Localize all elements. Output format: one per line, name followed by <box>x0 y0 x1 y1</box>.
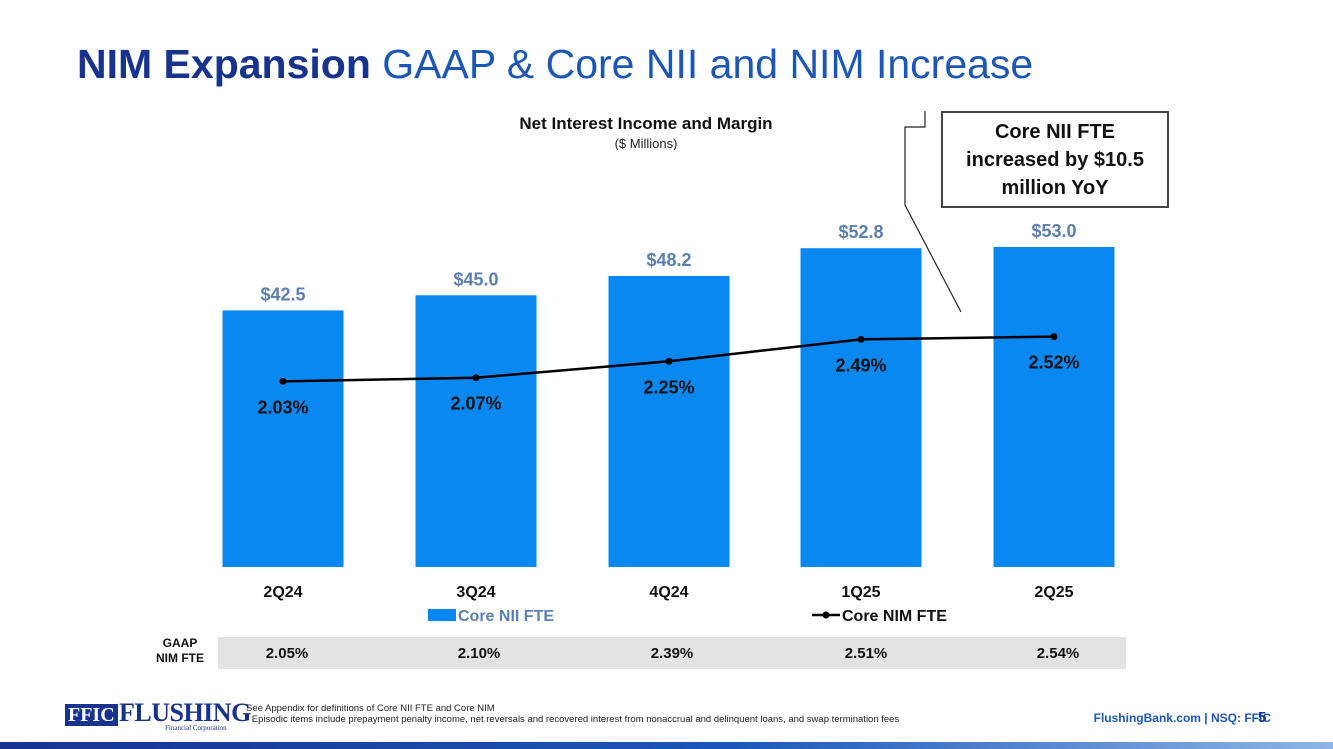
bar-core-nii <box>993 247 1115 567</box>
logo-subtitle: Financial Corporation <box>165 724 227 732</box>
legend-label-bar: Core NII FTE <box>458 608 554 625</box>
gaap-nim-value: 2.10% <box>457 644 501 662</box>
bar-value-label: $45.0 <box>453 269 498 289</box>
legend-label-line: Core NIM FTE <box>842 608 947 625</box>
bar-core-nii <box>415 295 537 567</box>
line-point-core-nim <box>1050 333 1058 341</box>
line-value-label: 2.25% <box>643 377 694 397</box>
x-tick-label: 1Q25 <box>841 584 880 601</box>
chart-subtitle: ($ Millions) <box>614 136 678 151</box>
gaap-nim-value: 2.51% <box>844 644 888 662</box>
slide-title-bold: NIM Expansion <box>77 41 371 87</box>
line-value-label: 2.52% <box>1028 353 1079 373</box>
line-point-core-nim <box>279 377 287 385</box>
logo-flushing: FLUSHING <box>119 698 251 727</box>
bar-value-label: $53.0 <box>1031 221 1076 241</box>
bar-core-nii <box>222 310 344 567</box>
legend-swatch-bar <box>428 609 456 621</box>
gaap-nim-label: GAAP NIM FTE <box>140 636 220 666</box>
gaap-label-line1: GAAP <box>162 636 198 650</box>
line-point-core-nim <box>665 357 673 365</box>
legend-swatch-marker <box>822 611 830 619</box>
bar-value-label: $48.2 <box>646 250 691 270</box>
footnote-line1: See Appendix for definitions of Core NII… <box>246 703 495 714</box>
x-tick-label: 2Q25 <box>1034 584 1073 601</box>
callout-box: Core NII FTE increased by $10.5 million … <box>941 111 1169 208</box>
gaap-label-line2: NIM FTE <box>156 651 204 665</box>
line-point-core-nim <box>857 335 865 343</box>
footnote: See Appendix for definitions of Core NII… <box>246 703 899 725</box>
line-value-label: 2.07% <box>450 394 501 414</box>
line-value-label: 2.49% <box>835 355 886 375</box>
logo-ffic: FFIC <box>65 704 118 726</box>
line-value-label: 2.03% <box>257 397 308 417</box>
gaap-nim-value: 2.39% <box>650 644 694 662</box>
footer-site-ticker: FlushingBank.com | NSQ: FFIC <box>1093 711 1271 725</box>
gaap-nim-value: 2.54% <box>1036 644 1080 662</box>
chart-title: Net Interest Income and Margin <box>519 114 773 133</box>
gaap-nim-row: 2.05% 2.10% 2.39% 2.51% 2.54% <box>218 637 1126 669</box>
callout-connector <box>904 111 962 313</box>
line-point-core-nim <box>472 374 480 382</box>
slide-title: NIM Expansion GAAP & Core NII and NIM In… <box>77 44 1033 85</box>
bottom-accent-bar <box>0 742 1333 749</box>
bar-core-nii <box>800 248 922 567</box>
slide-title-rest: GAAP & Core NII and NIM Increase <box>382 41 1034 87</box>
x-tick-label: 4Q24 <box>649 584 688 601</box>
bar-core-nii <box>608 275 730 567</box>
bar-value-label: $52.8 <box>838 222 883 242</box>
x-tick-label: 3Q24 <box>456 584 495 601</box>
page-number: 5 <box>1258 709 1267 726</box>
gaap-nim-value: 2.05% <box>265 644 309 662</box>
bar-value-label: $42.5 <box>260 284 305 304</box>
footnote-line2: ¹ Episodic items include prepayment pena… <box>246 714 900 725</box>
x-tick-label: 2Q24 <box>263 584 302 601</box>
